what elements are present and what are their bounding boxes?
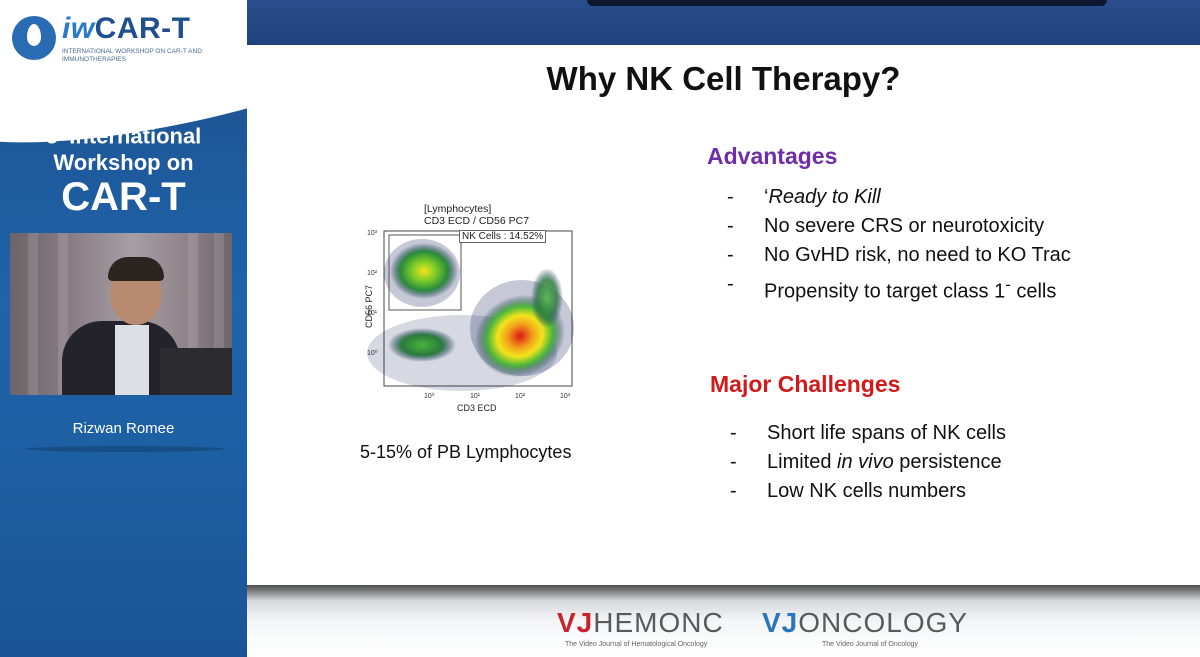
event-logo-subtitle: INTERNATIONAL WORKSHOP ON CAR-T AND IMMU… bbox=[62, 48, 202, 63]
x-axis-label: CD3 ECD bbox=[457, 403, 497, 413]
x-tick: 10⁰ bbox=[424, 392, 435, 400]
edition-cart-title: CAR-T bbox=[61, 175, 186, 219]
challenges-list: - Short life spans of NK cells - Limited i… bbox=[730, 419, 1006, 506]
slide-top-bar bbox=[247, 0, 1200, 45]
x-tick: 10³ bbox=[560, 393, 571, 400]
flow-cytometry-plot: 10³ 10² 10¹ 10⁰ 10⁰ 10¹ 10² 10³ CD3 ECD … bbox=[364, 230, 574, 413]
list-item: - Propensity to target class 1- cells bbox=[727, 273, 1057, 303]
event-logo-text: iwCAR-T bbox=[62, 12, 191, 45]
list-item: - Limited in vivo persistence bbox=[730, 451, 1002, 473]
list-item: - No GvHD risk, no need to KO Trac bbox=[727, 244, 1071, 266]
y-tick: 10¹ bbox=[367, 310, 378, 317]
y-tick: 10⁰ bbox=[367, 349, 378, 357]
list-item: - Short life spans of NK cells bbox=[730, 422, 1006, 444]
broadcast-footer: VJHEMONC The Video Journal of Hematologi… bbox=[247, 585, 1200, 657]
flow-plot-header: [Lymphocytes] CD3 ECD / CD56 PC7 bbox=[424, 203, 530, 227]
event-sidebar: iwCAR-T INTERNATIONAL WORKSHOP ON CAR-T … bbox=[0, 0, 247, 657]
speaker-video bbox=[10, 233, 232, 395]
advantages-heading: Advantages bbox=[707, 143, 838, 169]
droplet-logo-icon bbox=[12, 16, 56, 60]
advantages-list: - ‘Ready to Kill - No severe CRS or neurot… bbox=[727, 183, 1071, 307]
y-tick: 10³ bbox=[367, 230, 378, 237]
vjoncology-logo: VJONCOLOGY bbox=[762, 607, 969, 638]
x-tick: 10¹ bbox=[470, 393, 481, 400]
list-item: - No severe CRS or neurotoxicity bbox=[727, 215, 1045, 237]
x-tick: 10² bbox=[515, 393, 526, 400]
vjoncology-tagline: The Video Journal of Oncology bbox=[822, 641, 918, 648]
challenges-heading: Major Challenges bbox=[710, 371, 901, 397]
list-item: - ‘Ready to Kill bbox=[727, 186, 881, 208]
y-tick: 10² bbox=[367, 270, 378, 277]
sidebar-logo-area: iwCAR-T INTERNATIONAL WORKSHOP ON CAR-T … bbox=[0, 0, 247, 78]
podium bbox=[160, 348, 232, 395]
nk-gate-label: NK Cells : 14.52% bbox=[459, 230, 547, 243]
vjhemonc-tagline: The Video Journal of Hematological Oncol… bbox=[565, 641, 708, 648]
list-item: - Low NK cells numbers bbox=[730, 480, 966, 502]
slide-title: Why NK Cell Therapy? bbox=[546, 60, 901, 97]
presentation-slide: Why NK Cell Therapy? [Lymphocytes] CD3 E… bbox=[247, 45, 1200, 585]
plot-caption: 5-15% of PB Lymphocytes bbox=[360, 442, 572, 462]
vjhemonc-logo: VJHEMONC bbox=[557, 607, 724, 638]
y-axis-label: CD56 PC7 bbox=[364, 285, 374, 328]
speaker-name: Rizwan Romee bbox=[72, 420, 175, 437]
edition-title: 5thInternational Workshop on bbox=[45, 123, 202, 176]
